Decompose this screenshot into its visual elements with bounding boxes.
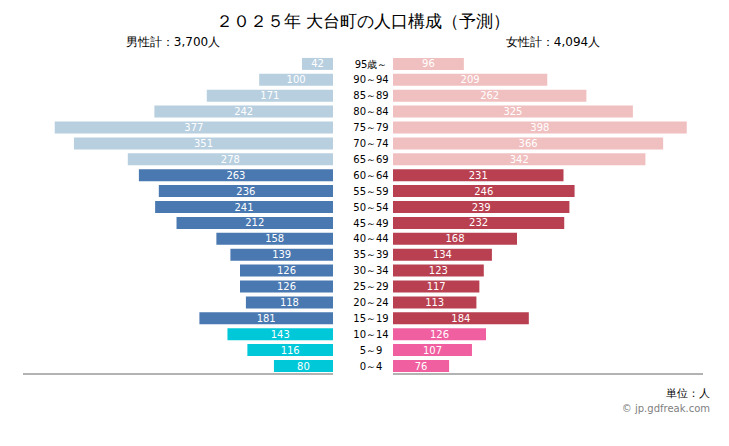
svg-text:65～69: 65～69	[353, 154, 388, 165]
svg-text:398: 398	[530, 122, 549, 133]
svg-text:123: 123	[429, 265, 448, 276]
svg-text:76: 76	[415, 361, 428, 372]
svg-text:158: 158	[265, 233, 284, 244]
svg-text:80: 80	[297, 361, 310, 372]
svg-text:85～89: 85～89	[353, 90, 388, 101]
svg-text:168: 168	[445, 233, 464, 244]
svg-text:143: 143	[271, 329, 290, 340]
svg-text:377: 377	[184, 122, 203, 133]
svg-text:96: 96	[422, 58, 435, 69]
svg-text:263: 263	[226, 170, 245, 181]
svg-text:15～19: 15～19	[353, 313, 388, 324]
html-text:単位：人: 単位：人	[666, 387, 710, 400]
svg-text:181: 181	[257, 313, 276, 324]
html-text:© jp.gdfreak.com: © jp.gdfreak.com	[621, 403, 710, 414]
svg-text:212: 212	[245, 217, 264, 228]
svg-text:30～34: 30～34	[353, 265, 388, 276]
svg-text:100: 100	[287, 74, 306, 85]
svg-text:70～74: 70～74	[353, 138, 388, 149]
svg-text:80～84: 80～84	[353, 106, 388, 117]
svg-text:278: 278	[221, 154, 240, 165]
svg-text:5～9: 5～9	[360, 345, 383, 356]
svg-text:242: 242	[234, 106, 253, 117]
svg-text:126: 126	[277, 281, 296, 292]
html-text:女性計：4,094人: 女性計：4,094人	[505, 35, 601, 49]
svg-text:342: 342	[510, 154, 529, 165]
svg-text:0～4: 0～4	[360, 361, 383, 372]
svg-text:95歳～: 95歳～	[355, 59, 388, 70]
svg-text:118: 118	[280, 297, 299, 308]
svg-text:231: 231	[469, 170, 488, 181]
svg-text:325: 325	[503, 106, 522, 117]
svg-text:209: 209	[461, 74, 480, 85]
svg-text:50～54: 50～54	[353, 202, 388, 213]
svg-text:10～14: 10～14	[353, 329, 388, 340]
svg-text:117: 117	[427, 281, 446, 292]
svg-text:45～49: 45～49	[353, 218, 388, 229]
svg-text:126: 126	[277, 265, 296, 276]
svg-text:184: 184	[451, 313, 470, 324]
svg-text:351: 351	[194, 138, 213, 149]
svg-text:75～79: 75～79	[353, 122, 388, 133]
svg-text:366: 366	[519, 138, 538, 149]
svg-text:55～59: 55～59	[353, 186, 388, 197]
svg-text:134: 134	[433, 249, 452, 260]
svg-text:126: 126	[430, 329, 449, 340]
svg-text:25～29: 25～29	[353, 281, 388, 292]
svg-text:139: 139	[272, 249, 291, 260]
svg-text:20～24: 20～24	[353, 297, 388, 308]
svg-text:60～64: 60～64	[353, 170, 388, 181]
svg-text:171: 171	[260, 90, 279, 101]
svg-text:236: 236	[236, 186, 255, 197]
svg-text:42: 42	[311, 58, 324, 69]
svg-text:116: 116	[281, 345, 300, 356]
svg-text:232: 232	[469, 217, 488, 228]
html-text:男性計：3,700人: 男性計：3,700人	[125, 35, 221, 49]
html-text:２０２５年 大台町の人口構成（予測）: ２０２５年 大台町の人口構成（予測）	[215, 11, 511, 31]
svg-text:35～39: 35～39	[353, 249, 388, 260]
svg-text:90～94: 90～94	[353, 74, 388, 85]
svg-text:246: 246	[474, 186, 493, 197]
svg-text:241: 241	[235, 202, 254, 213]
svg-text:107: 107	[423, 345, 442, 356]
svg-text:239: 239	[472, 202, 491, 213]
svg-text:40～44: 40～44	[353, 233, 388, 244]
svg-text:262: 262	[480, 90, 499, 101]
svg-text:113: 113	[425, 297, 444, 308]
